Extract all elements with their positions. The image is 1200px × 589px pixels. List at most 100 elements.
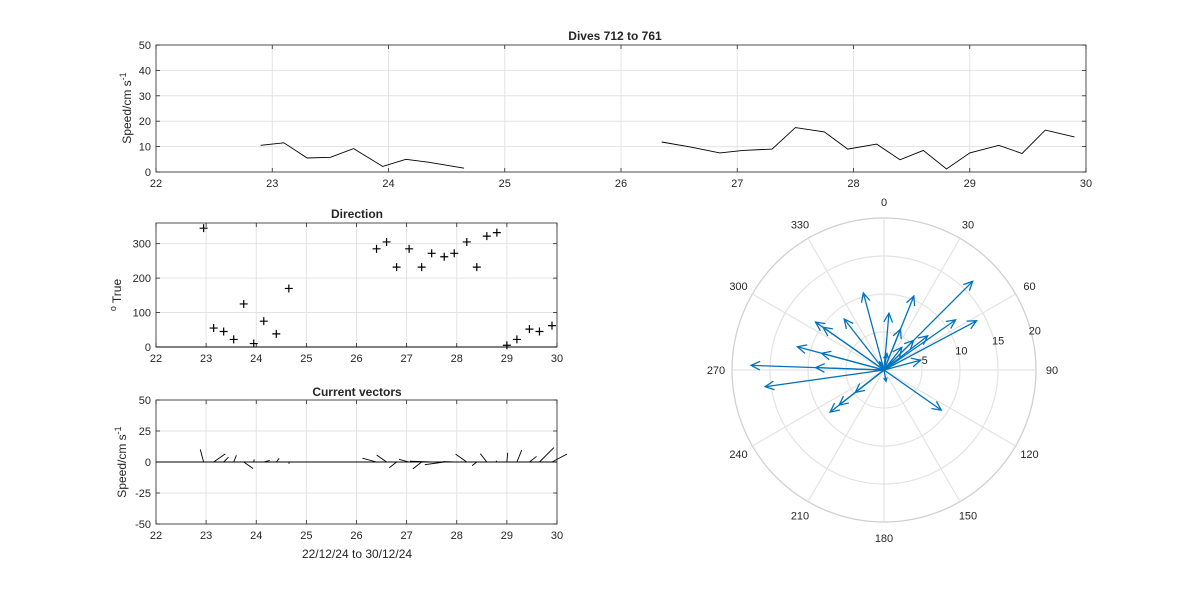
- vector-stick: [243, 461, 254, 469]
- speed-x-tick-label: 23: [266, 178, 278, 190]
- polar-arrow-head: [906, 294, 916, 307]
- speed-y-tick-label: 40: [139, 65, 151, 77]
- polar-angle-label: 30: [962, 220, 974, 232]
- direction-y-tick-label: 300: [133, 239, 151, 251]
- vector-stick: [529, 456, 537, 463]
- direction-chart-title: Direction: [331, 207, 383, 221]
- polar-arrow-head: [828, 402, 841, 414]
- speed-chart-title: Dives 712 to 761: [568, 29, 662, 43]
- direction-y-tick-label: 200: [133, 273, 151, 285]
- polar-spoke: [752, 369, 885, 447]
- vectors-x-tick-label: 24: [250, 530, 262, 542]
- vectors-x-tick-label: 22: [150, 530, 162, 542]
- speed-x-tick-label: 27: [731, 178, 743, 190]
- polar-arrow-shaft: [883, 359, 921, 371]
- direction-y-tick-label: 100: [133, 308, 151, 320]
- direction-point: [427, 249, 436, 258]
- direction-point: [462, 237, 471, 246]
- direction-x-tick-label: 23: [200, 353, 212, 365]
- polar-angle-label: 330: [791, 220, 809, 232]
- vector-stick: [495, 460, 498, 463]
- polar-arrow-shaft: [883, 335, 929, 371]
- polar-arrow-head: [910, 357, 923, 368]
- polar-arrow-shaft: [883, 295, 915, 371]
- polar-angle-label: 120: [1020, 449, 1038, 461]
- polar-arrow-shaft: [815, 366, 885, 371]
- vector-stick: [539, 447, 555, 463]
- direction-point: [284, 284, 293, 293]
- polar-arrow-head: [749, 360, 761, 371]
- vectors-x-tick-label: 29: [501, 530, 513, 542]
- polar-spoke: [883, 369, 961, 502]
- polar-arrow: [883, 369, 888, 383]
- polar-spoke: [883, 293, 1016, 371]
- direction-point: [372, 244, 381, 253]
- polar-arrow-head: [883, 377, 888, 383]
- polar-arrow-head: [795, 344, 808, 354]
- polar-arrow-head: [931, 401, 943, 411]
- polar-angle-label: 180: [875, 533, 893, 545]
- polar-arrow-shaft: [843, 318, 885, 371]
- vector-stick: [455, 453, 468, 463]
- polar-arrow-shaft: [821, 352, 885, 371]
- polar-radius-label: 15: [992, 335, 1004, 347]
- speed-x-tick-label: 28: [847, 178, 859, 190]
- speed-y-tick-label: 30: [139, 91, 151, 103]
- vectors-x-tick-label: 28: [451, 530, 463, 542]
- polar-arrow: [883, 319, 957, 371]
- vectors-x-axis-label: 22/12/24 to 30/12/24: [302, 547, 412, 561]
- vector-stick: [424, 461, 445, 466]
- polar-arrow-head: [843, 317, 854, 330]
- direction-point: [382, 237, 391, 246]
- direction-point: [472, 263, 481, 272]
- vector-stick: [199, 449, 205, 463]
- vectors-x-tick-label: 30: [551, 530, 563, 542]
- polar-arrow: [820, 350, 885, 371]
- vectors-y-label-sup: -1: [113, 426, 123, 434]
- polar-arrow-shaft: [815, 321, 885, 371]
- polar-arrow-head: [963, 280, 974, 291]
- polar-arrow: [883, 357, 923, 371]
- speed-y-tick-label: 20: [139, 116, 151, 128]
- polar-arrow-head: [820, 350, 832, 361]
- speed-series-line: [661, 127, 1075, 170]
- polar-arrow-head: [945, 319, 957, 329]
- vector-stick: [275, 458, 280, 463]
- polar-arrow: [883, 280, 974, 371]
- polar-arrow-head: [879, 360, 884, 366]
- polar-arrow: [883, 369, 943, 411]
- direction-point: [405, 244, 414, 253]
- svg-text:oTrue: o True: [108, 279, 124, 312]
- direction-point: [502, 341, 511, 350]
- direction-x-tick-label: 24: [250, 353, 262, 365]
- vector-stick: [376, 454, 387, 463]
- vectors-x-tick-label: 26: [350, 530, 362, 542]
- polar-arrow-shaft: [862, 292, 885, 371]
- direction-x-tick-label: 29: [501, 353, 513, 365]
- direction-point: [492, 228, 501, 237]
- vector-stick: [471, 461, 478, 467]
- speed-y-tick-label: 0: [145, 167, 151, 179]
- polar-spoke: [807, 369, 885, 502]
- direction-point: [535, 327, 544, 336]
- polar-arrow-shaft: [879, 361, 885, 371]
- polar-arrow-head: [883, 311, 894, 323]
- polar-arrow: [814, 362, 885, 373]
- direction-point: [547, 321, 556, 330]
- vectors-y-tick-label: 0: [145, 457, 151, 469]
- polar-angle-label: 240: [729, 449, 747, 461]
- vectors-chart-title: Current vectors: [312, 385, 402, 399]
- vector-stick: [479, 453, 488, 463]
- direction-point: [239, 299, 248, 308]
- polar-arrow: [883, 294, 916, 371]
- vector-stick: [409, 460, 432, 463]
- polar-angle-label: 150: [959, 510, 977, 522]
- speed-y-label-sup: -1: [118, 72, 128, 80]
- polar-arrow-head: [860, 291, 871, 303]
- polar-arrow-head: [763, 380, 775, 391]
- polar-arrow-shaft: [854, 369, 885, 393]
- vectors-x-tick-label: 25: [300, 530, 312, 542]
- direction-point: [249, 339, 258, 348]
